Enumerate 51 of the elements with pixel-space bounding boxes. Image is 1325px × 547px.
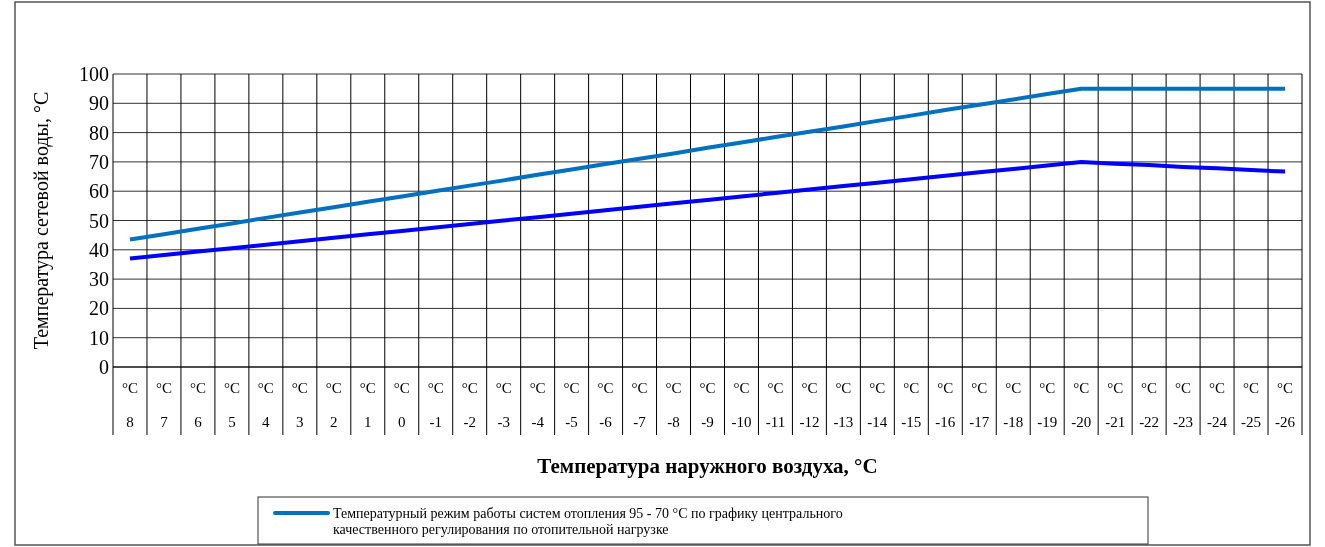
y-tick-label: 50: [89, 209, 109, 232]
category-label: °C 0: [393, 380, 410, 430]
category-label: °C -4: [529, 380, 546, 430]
category-label: °C 2: [325, 380, 342, 430]
category-label: °C -25: [1241, 380, 1262, 430]
y-tick-label: 100: [79, 63, 109, 85]
category-label: °C -9: [699, 380, 716, 430]
category-label: °C -18: [1003, 380, 1024, 430]
category-label: °C 8: [121, 380, 138, 430]
category-label: °C 5: [223, 380, 240, 430]
category-label: °C -3: [495, 380, 512, 430]
y-tick-label: 20: [89, 297, 109, 320]
category-label: °C -26: [1275, 380, 1296, 430]
category-label: °C -13: [833, 380, 854, 430]
category-label: °C 3: [291, 380, 308, 430]
category-label: °C -17: [969, 380, 990, 430]
y-tick-label: 0: [99, 356, 109, 378]
category-label: °C -24: [1207, 380, 1228, 430]
category-label: °C -5: [563, 380, 580, 430]
category-label: °C -1: [427, 380, 444, 430]
category-label: °C 1: [359, 380, 376, 430]
category-label: °C 6: [189, 380, 206, 430]
category-label: °C -10: [731, 380, 752, 430]
y-tick-label: 60: [89, 180, 109, 203]
y-tick-label: 10: [89, 326, 109, 349]
line-series: [127, 86, 1288, 242]
category-label: °C -20: [1071, 380, 1092, 430]
category-label: °C -11: [765, 380, 786, 430]
category-label: °C -8: [665, 380, 682, 430]
category-label: °C 7: [155, 380, 172, 430]
category-label: °C -2: [461, 380, 478, 430]
line-series: [127, 159, 1288, 261]
category-label: °C -19: [1037, 380, 1058, 430]
category-label: °C 4: [257, 380, 274, 430]
category-label: °C -15: [901, 380, 922, 430]
y-tick-label: 90: [89, 92, 109, 115]
category-label: °C -6: [597, 380, 614, 430]
category-label: °C -23: [1173, 380, 1194, 430]
x-axis-title: Температура наружного воздуха, °С: [537, 454, 878, 478]
y-tick-label: 30: [89, 268, 109, 291]
y-axis-title: Температура сетевой воды, °С: [30, 91, 53, 350]
y-tick-label: 40: [89, 238, 109, 261]
category-label: °C -12: [799, 380, 820, 430]
y-tick-label: 70: [89, 150, 109, 173]
category-label: °C -14: [867, 380, 888, 430]
category-label: °C -16: [935, 380, 956, 430]
category-label: °C -21: [1105, 380, 1126, 430]
category-label: °C -7: [631, 380, 648, 430]
y-tick-label: 80: [89, 121, 109, 144]
category-label: °C -22: [1139, 380, 1160, 430]
legend-label: Температурный режим работы систем отопления 95 - 70 °С по графику центрального качественного регулирования по отопительной нагрузке: [333, 506, 843, 537]
